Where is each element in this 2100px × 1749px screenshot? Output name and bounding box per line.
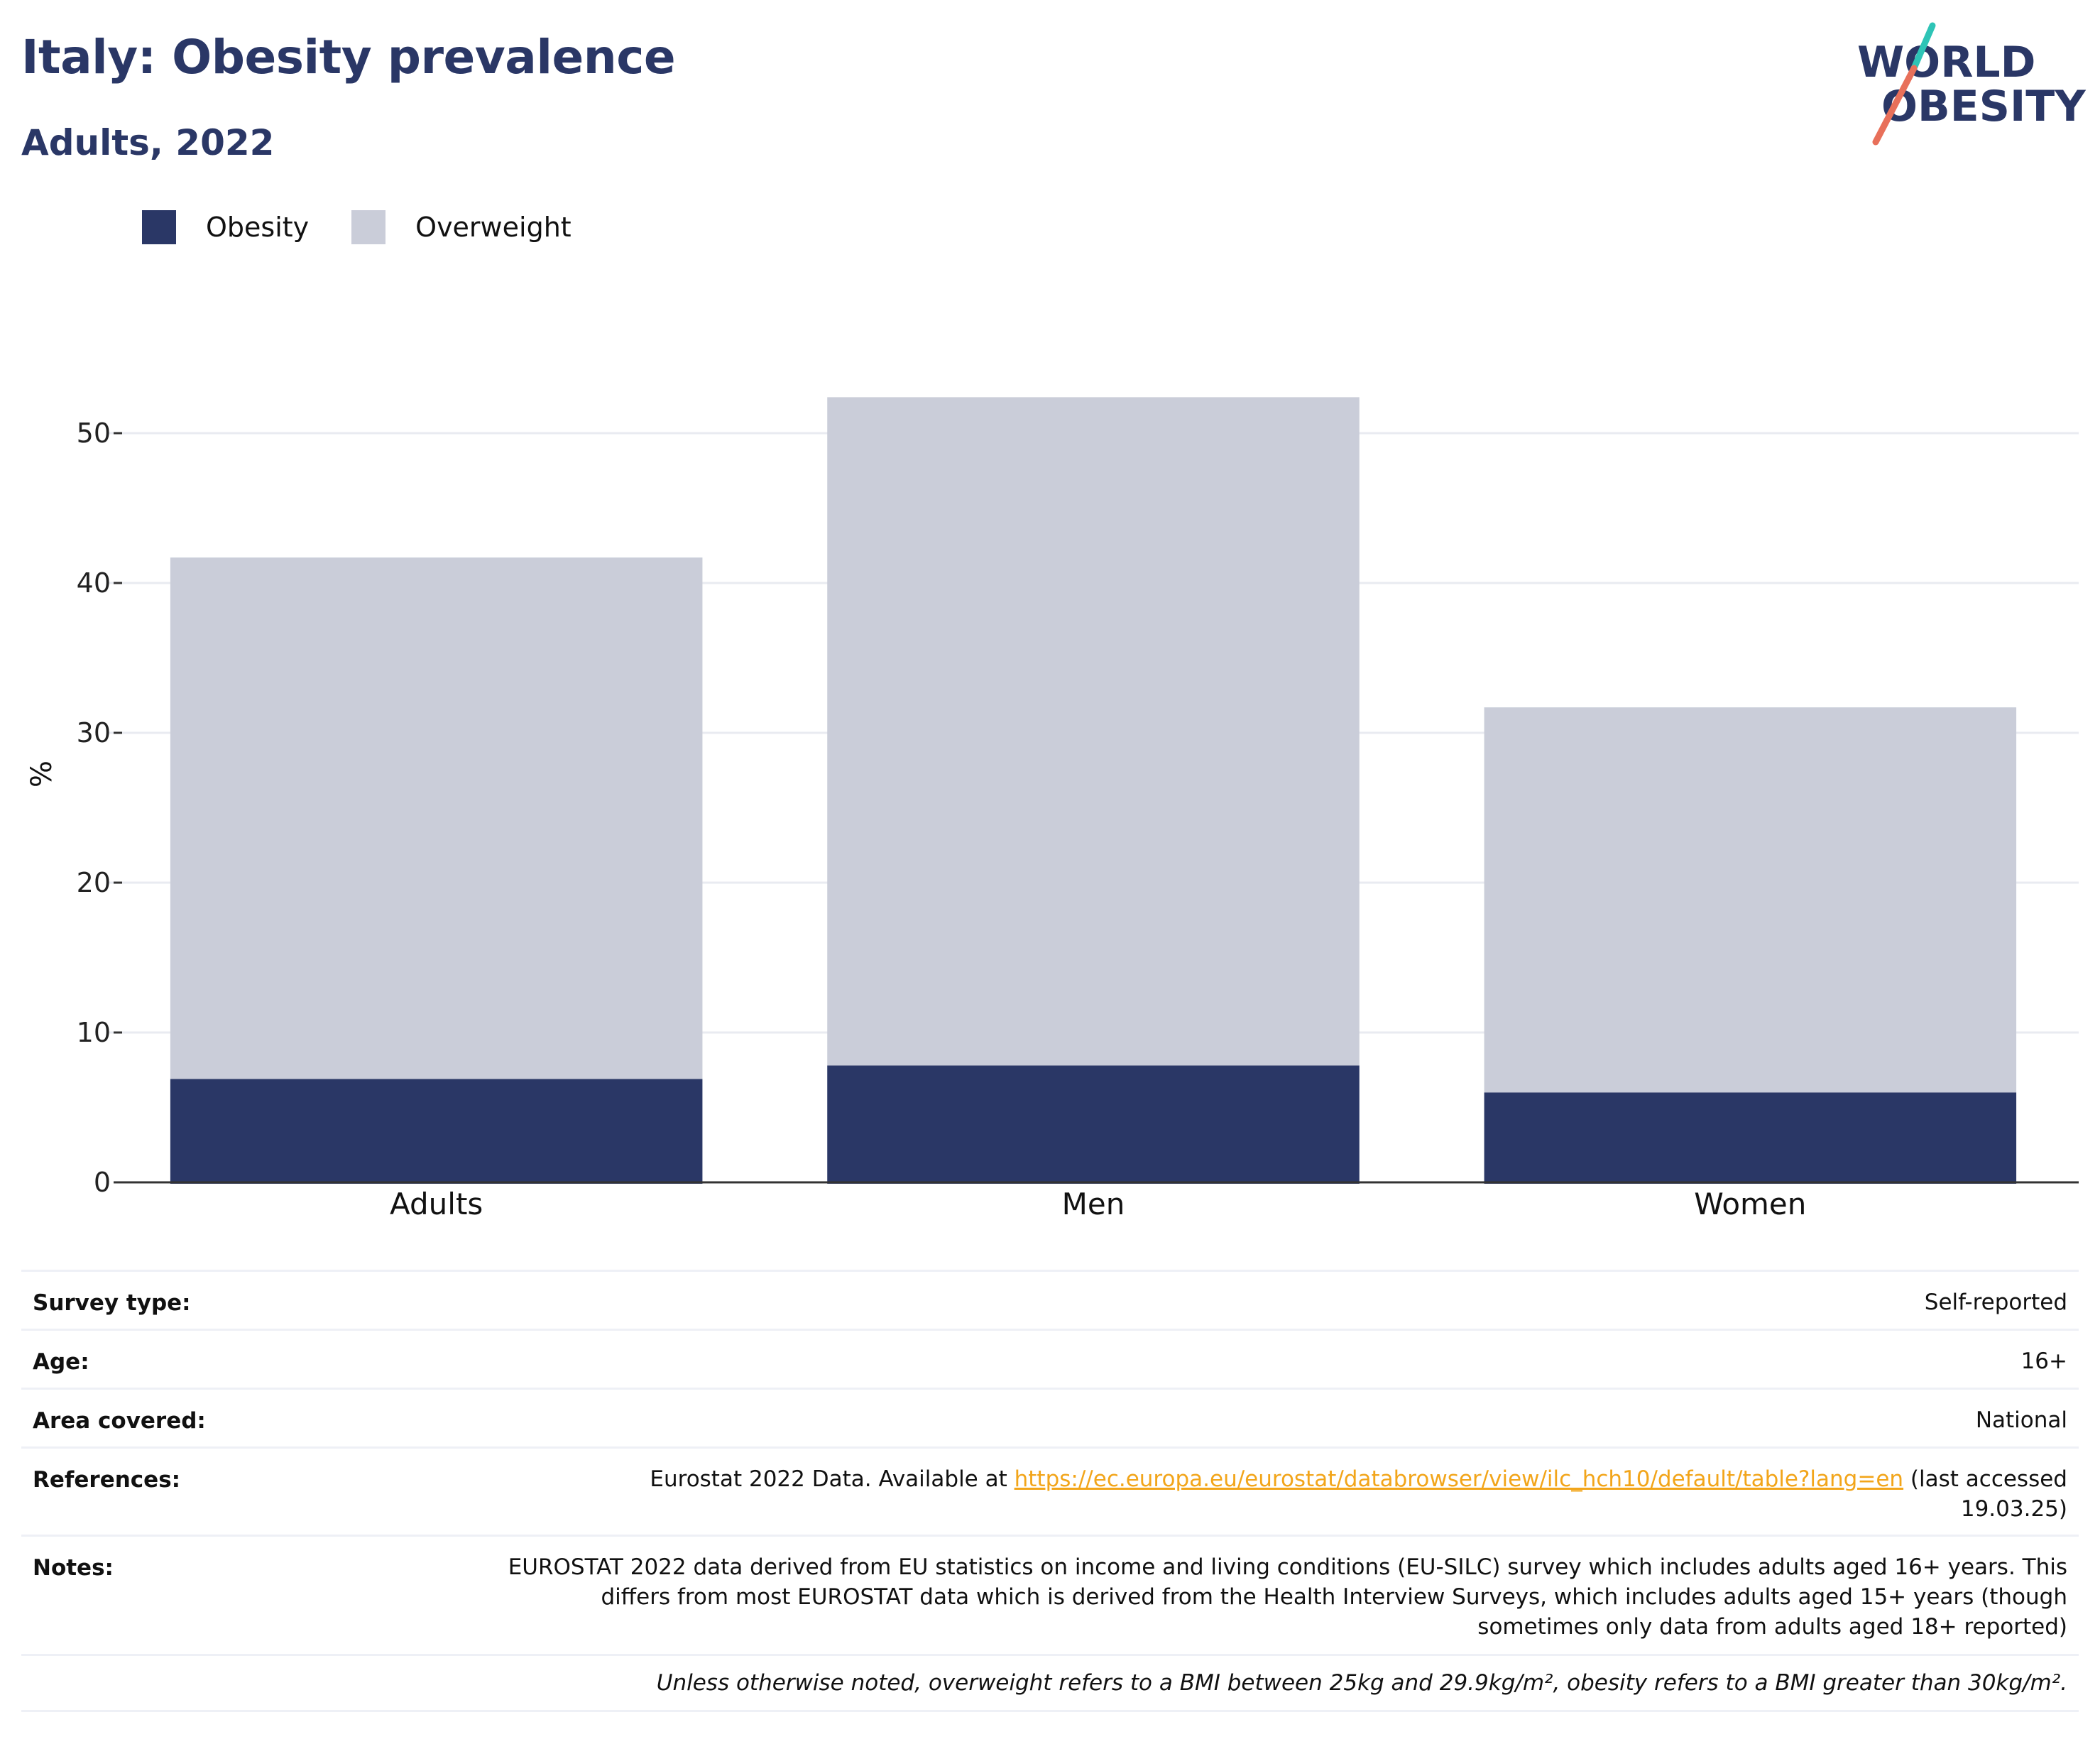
legend-swatch-overweight [351,210,386,244]
y-tick-label: 40 [77,567,111,599]
world-obesity-logo: WORLD OBESITY [1846,20,2087,148]
meta-value-age: 16+ [2020,1348,2067,1374]
bar-obesity-adults[interactable] [170,1079,703,1184]
legend-item-overweight[interactable]: Overweight [351,210,572,244]
chart-title: Italy: Obesity prevalence [21,30,676,85]
y-axis-ticks: 0 10 20 30 40 50 [77,418,122,1198]
bar-obesity-women[interactable] [1484,1092,2017,1184]
legend-item-obesity[interactable]: Obesity [142,210,309,244]
bars [114,397,2079,1184]
legend-label-obesity: Obesity [206,212,310,243]
bar-chart: 0 10 20 30 40 50 Adults Men Women % [26,397,2079,1221]
meta-value-survey-type: Self-reported [1924,1290,2067,1315]
legend-swatch-obesity [142,210,176,244]
reference-prefix: Eurostat 2022 Data. Available at [650,1466,1015,1492]
logo-slash-icon [1872,22,1936,146]
x-axis-labels: Adults Men Women [390,1187,1806,1221]
reference-suffix: (last accessed 19.03.25) [1903,1466,2067,1522]
meta-value-area: National [1975,1407,2067,1433]
x-tick-label: Adults [390,1187,483,1221]
meta-key-notes: Notes: [33,1555,114,1581]
meta-row-notes: Notes: EUROSTAT 2022 data derived from E… [21,1535,2079,1654]
meta-key-survey-type: Survey type: [33,1290,191,1316]
meta-footnote: Unless otherwise noted, overweight refer… [656,1670,2067,1696]
y-tick-label: 0 [94,1167,111,1198]
meta-row-age: Age: 16+ [21,1329,2079,1388]
bar-overweight-women[interactable] [1484,707,2017,1093]
y-tick-label: 10 [77,1017,111,1048]
chart-subtitle: Adults, 2022 [21,122,275,163]
meta-key-age: Age: [33,1349,89,1375]
y-tick-label: 20 [77,867,111,898]
meta-key-area: Area covered: [33,1408,206,1434]
x-tick-label: Men [1062,1187,1125,1221]
meta-row-footnote: Unless otherwise noted, overweight refer… [21,1654,2079,1712]
bar-overweight-adults[interactable] [170,557,703,1079]
y-axis-label: % [26,761,58,788]
bar-overweight-men[interactable] [827,397,1360,1066]
meta-row-area: Area covered: National [21,1388,2079,1446]
x-tick-label: Women [1694,1187,1806,1221]
logo-word-obesity: OBESITY [1881,82,2086,131]
chart-legend: Obesity Overweight [142,210,614,244]
bar-obesity-men[interactable] [827,1065,1360,1184]
legend-label-overweight: Overweight [415,212,572,243]
meta-row-references: References: Eurostat 2022 Data. Availabl… [21,1446,2079,1535]
meta-key-references: References: [33,1467,181,1493]
logo-word-world: WORLD [1857,38,2036,87]
meta-row-survey-type: Survey type: Self-reported [21,1270,2079,1329]
reference-link[interactable]: https://ec.europa.eu/eurostat/databrowse… [1014,1466,1904,1492]
y-tick-label: 30 [77,717,111,748]
metadata-table: Survey type: Self-reported Age: 16+ Area… [21,1270,2079,1712]
meta-value-notes: EUROSTAT 2022 data derived from EU stati… [508,1554,2067,1640]
y-tick-label: 50 [77,418,111,449]
meta-value-references: Eurostat 2022 Data. Available at https:/… [619,1449,2067,1535]
